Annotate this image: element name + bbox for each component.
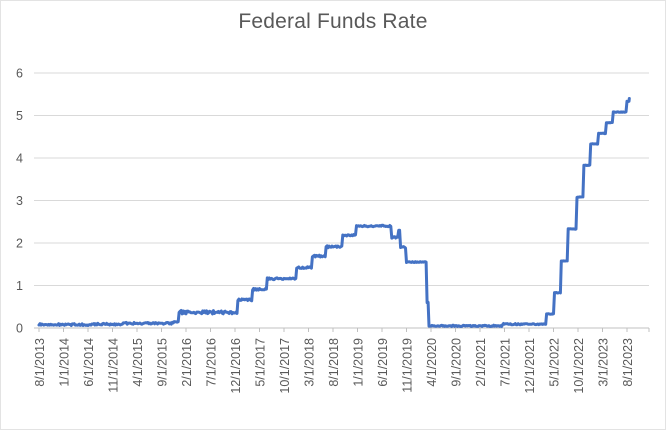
gridlines-group: [34, 72, 649, 286]
x-axis-tick-label: 10/1/2017: [278, 338, 292, 394]
x-axis-tick-label: 6/1/2014: [82, 338, 96, 387]
x-axis-tick-label: 8/1/2018: [327, 338, 341, 387]
x-axis-tick-label: 6/1/2019: [376, 338, 390, 387]
x-axis-tick-label: 11/1/2014: [107, 338, 121, 393]
x-axis-tick-label: 3/1/2018: [303, 338, 317, 387]
x-axis-tick-label: 1/1/2014: [58, 338, 72, 387]
x-axis-tick-label: 12/1/2016: [229, 338, 243, 394]
y-axis-tick-label: 3: [16, 194, 23, 208]
x-axis-tick-label: 8/1/2013: [33, 338, 47, 387]
x-axis-tick-label: 5/1/2017: [254, 338, 268, 387]
x-axis-tick-label: 2/1/2021: [474, 338, 488, 387]
rate-line-series: [37, 97, 631, 328]
x-axis-tick-label: 4/1/2020: [425, 338, 439, 387]
x-axis-tick-label: 10/1/2022: [572, 338, 586, 394]
x-axis-tick-label: 12/1/2021: [523, 338, 537, 394]
chart-title: Federal Funds Rate: [238, 10, 428, 33]
x-axis-tick-label: 3/1/2023: [597, 338, 611, 387]
axes-group: [34, 327, 650, 332]
x-axis-tick-label: 9/1/2020: [450, 338, 464, 387]
x-axis-tick-label: 2/1/2016: [180, 338, 194, 387]
x-axis-tick-label: 11/1/2019: [401, 338, 415, 393]
y-axis-tick-label: 5: [16, 109, 23, 123]
x-axis-tick-label: 4/1/2015: [131, 338, 145, 387]
x-axis-tick-label: 1/1/2019: [352, 338, 366, 387]
y-axis-tick-label: 6: [16, 67, 23, 81]
y-axis-tick-label: 2: [16, 237, 23, 251]
x-axis-tick-label: 5/1/2022: [548, 338, 562, 387]
x-axis-tick-label: 7/1/2021: [499, 338, 513, 387]
y-axis-tick-label: 0: [16, 322, 23, 336]
axis-labels-group: 0 1 2 3 4 5 6 8/1/2013 1/1/2014 6/1/2014 11/1/2014…: [16, 67, 635, 394]
series-group: [37, 97, 631, 328]
y-axis-tick-label: 1: [16, 279, 23, 293]
x-axis-tick-label: 8/1/2023: [621, 338, 635, 387]
x-axis-tick-label: 9/1/2015: [156, 338, 170, 387]
y-axis-tick-label: 4: [16, 152, 23, 166]
x-axis-tick-label: 7/1/2016: [205, 338, 219, 387]
